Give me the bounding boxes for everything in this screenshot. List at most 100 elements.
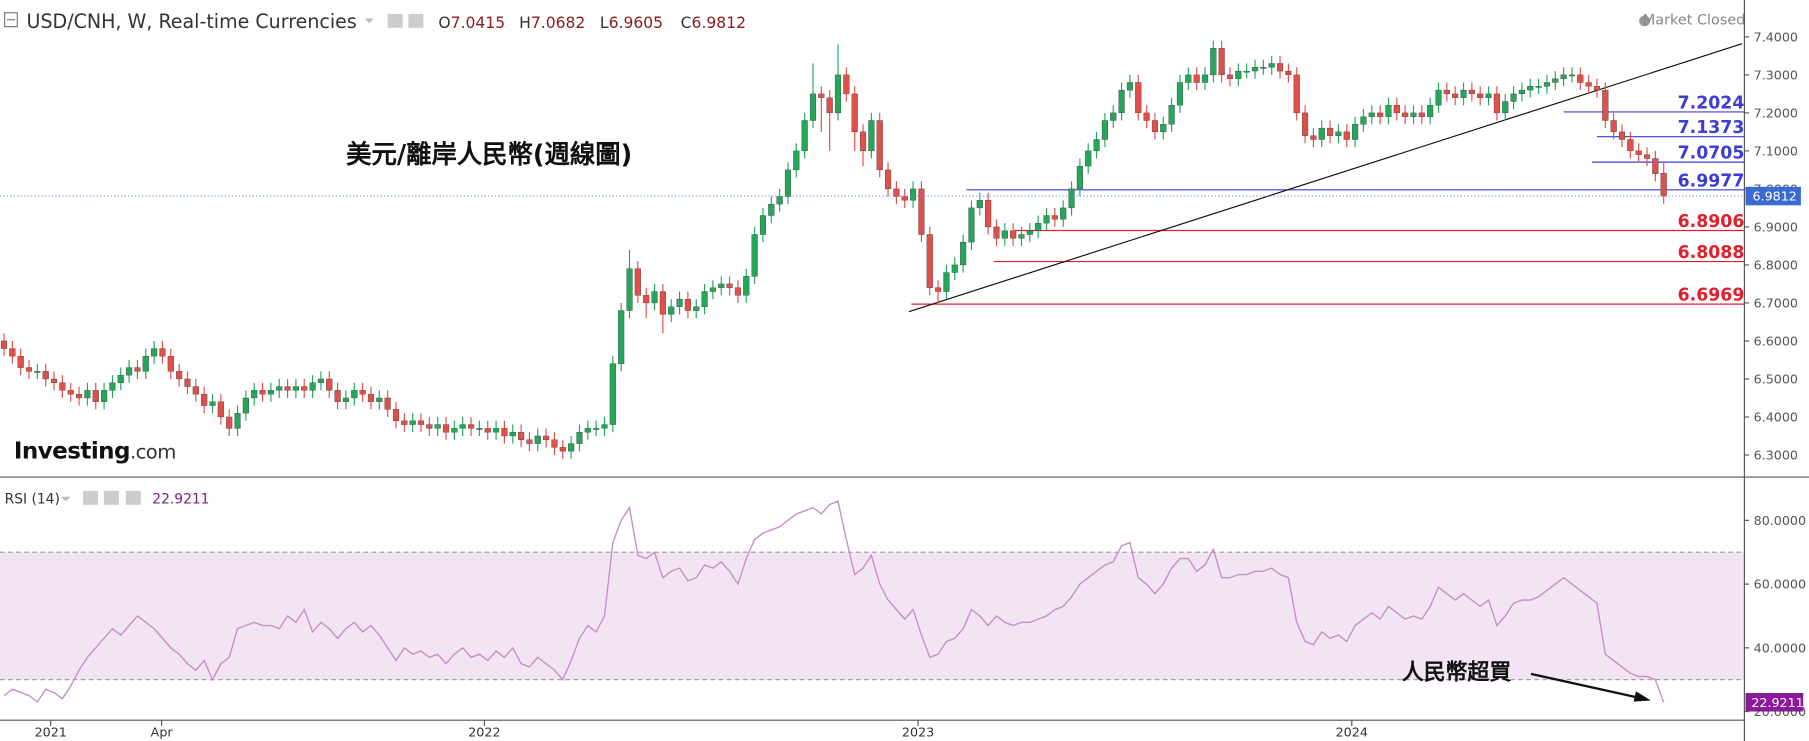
- logo: Investing.com: [14, 438, 176, 464]
- current-price-label: 6.9812: [1752, 189, 1796, 204]
- candle-body: [184, 378, 191, 387]
- candle-body: [334, 390, 341, 402]
- level-label: 7.2024: [1678, 93, 1745, 113]
- annotation-arrow: [1530, 672, 1641, 700]
- settings-icon[interactable]: [408, 13, 424, 28]
- x-tick-label: Apr: [151, 724, 174, 739]
- candle-body: [1018, 234, 1025, 239]
- rsi-value-label: 22.9211: [1751, 695, 1803, 710]
- candle-body: [1293, 74, 1300, 114]
- rsi-band: [0, 552, 1745, 680]
- x-tick-label: 2021: [35, 724, 67, 739]
- candle-body: [843, 74, 850, 95]
- candle-body: [1001, 230, 1008, 239]
- candle-body: [1610, 120, 1617, 133]
- candle-body: [818, 93, 825, 98]
- candle-body: [234, 412, 241, 429]
- candle-body: [1093, 139, 1100, 152]
- candle-body: [159, 348, 166, 357]
- candle-body: [50, 378, 58, 383]
- candle-body: [1302, 112, 1309, 136]
- y-tick-label: 6.8000: [1754, 258, 1798, 273]
- candle-body: [484, 428, 491, 433]
- candle-body: [1101, 120, 1108, 140]
- caret[interactable]: [364, 18, 374, 24]
- logo-text: Investing.com: [14, 438, 176, 464]
- annotation-arrowhead: [1633, 691, 1651, 702]
- candle-body: [551, 439, 558, 448]
- candle-body: [1310, 135, 1317, 140]
- rsi-name: RSI (14): [5, 492, 60, 508]
- candle-body: [1076, 165, 1083, 190]
- candle-body: [668, 306, 675, 315]
- candle-body: [1377, 112, 1384, 117]
- settings-icon[interactable]: [83, 490, 99, 505]
- candle-body: [493, 428, 500, 433]
- candle-body: [1268, 63, 1275, 68]
- candle-body: [1360, 116, 1367, 125]
- close-icon[interactable]: [125, 490, 141, 505]
- x-tick-label: 2022: [468, 724, 500, 739]
- candle-body: [1502, 101, 1509, 114]
- candle-body: [392, 409, 400, 421]
- collapse-icon[interactable]: [4, 12, 18, 28]
- candle-body: [1385, 105, 1392, 117]
- candle-body: [1660, 172, 1667, 197]
- candle-body: [1201, 74, 1209, 83]
- candle-body: [709, 287, 716, 292]
- rsi-y-tick-label: 80.0000: [1754, 513, 1806, 528]
- candle-body: [1652, 158, 1659, 174]
- settings-icon[interactable]: [103, 490, 119, 505]
- candle-body: [134, 367, 141, 372]
- settings-icon[interactable]: [387, 13, 403, 28]
- candle-body: [1593, 86, 1601, 91]
- candle-body: [1335, 131, 1342, 136]
- y-tick-label: 7.1000: [1754, 144, 1798, 159]
- chart-annotation: 美元/離岸人民幣(週線圖): [346, 139, 632, 169]
- candle-body: [467, 424, 475, 429]
- candle-body: [1151, 120, 1158, 133]
- candle-body: [559, 447, 566, 452]
- level-label: 7.1373: [1678, 118, 1745, 138]
- rsi-header: RSI (14) 22.9211: [5, 490, 209, 508]
- rsi-pane: [0, 500, 1745, 703]
- candle-body: [292, 386, 299, 391]
- candle-body: [267, 390, 274, 395]
- ohlc-value: 7.0682: [531, 14, 585, 32]
- y-tick-label: 6.5000: [1754, 372, 1798, 387]
- candle-body: [801, 120, 808, 152]
- candle-body: [217, 401, 224, 418]
- candle-body: [676, 298, 683, 307]
- candle-body: [985, 200, 992, 228]
- candle-body: [960, 241, 967, 266]
- candle-body: [359, 390, 366, 395]
- candle-body: [1218, 48, 1225, 76]
- candle-body: [935, 287, 942, 292]
- current-price-tag: [1745, 186, 1801, 206]
- candle-body: [284, 386, 291, 391]
- y-tick-label: 6.3000: [1754, 448, 1798, 463]
- candle-body: [1635, 150, 1642, 155]
- candle-body: [92, 390, 99, 402]
- candle-body: [1235, 70, 1242, 79]
- candle-body: [1276, 63, 1284, 72]
- candle-body: [643, 295, 650, 304]
- caret[interactable]: [61, 496, 71, 502]
- candle-body: [1418, 112, 1425, 117]
- candle-body: [759, 215, 767, 235]
- candle-body: [1493, 93, 1500, 114]
- candle-body: [426, 424, 433, 429]
- ohlc-value: 6.9605: [609, 14, 663, 32]
- candle-body: [192, 386, 199, 395]
- candle-body: [1260, 67, 1267, 69]
- candle-body: [1043, 215, 1050, 224]
- candle-body: [1176, 82, 1184, 106]
- candle-body: [401, 420, 408, 425]
- x-tick-label: 2024: [1336, 724, 1368, 739]
- candle-body: [1577, 74, 1584, 83]
- status-dot: ●: [1638, 12, 1651, 28]
- candle-body: [434, 424, 441, 429]
- y-tick-label: 6.6000: [1754, 334, 1798, 349]
- candle-body: [518, 431, 525, 440]
- candle-body: [1135, 82, 1142, 114]
